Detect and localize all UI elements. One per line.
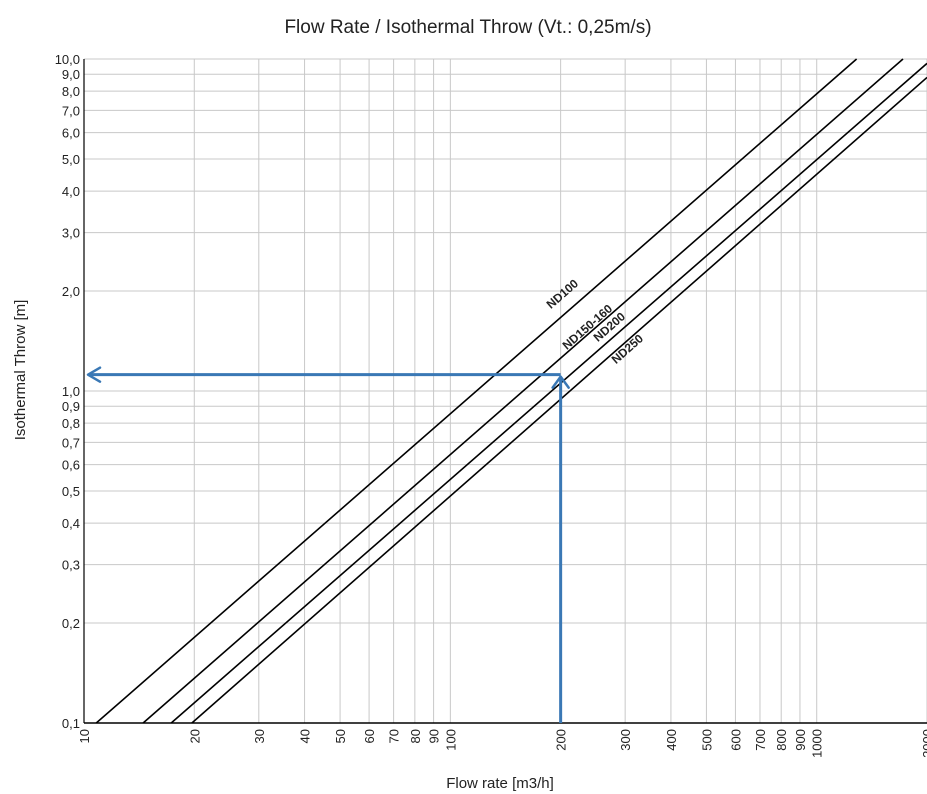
x-tick-label: 90 [427, 729, 442, 743]
x-axis-label: Flow rate [m3/h] [446, 775, 554, 792]
x-tick-label: 20 [187, 729, 202, 743]
y-tick-label: 3,0 [62, 226, 80, 241]
y-tick-label: 0,5 [62, 484, 80, 499]
y-tick-label: 9,0 [62, 67, 80, 82]
series-line-nd100 [95, 58, 858, 724]
x-tick-label: 800 [774, 729, 789, 751]
y-tick-label: 0,7 [62, 435, 80, 450]
y-tick-label: 2,0 [62, 284, 80, 299]
x-tick-label: 300 [618, 729, 633, 751]
y-tick-label: 6,0 [62, 126, 80, 141]
x-tick-label: 500 [699, 729, 714, 751]
y-tick-label: 7,0 [62, 103, 80, 118]
x-tick-labels: 10 20 30 40 50 60 70 80 90 100 200 300 400 500 600 700 8… [77, 729, 927, 758]
x-tick-label: 50 [333, 729, 348, 743]
y-tick-label: 0,9 [62, 399, 80, 414]
x-tick-label: 30 [252, 729, 267, 743]
y-tick-label: 0,4 [62, 516, 80, 531]
y-tick-label: 0,1 [62, 716, 80, 731]
grid [83, 58, 927, 724]
x-tick-label: 40 [298, 729, 313, 743]
x-tick-label: 100 [443, 729, 458, 751]
axes [83, 59, 927, 724]
y-tick-label: 4,0 [62, 184, 80, 199]
x-tick-label: 400 [664, 729, 679, 751]
y-tick-labels: 0,1 0,2 0,3 0,4 0,5 0,6 0,7 0,8 0,91,0 2,0 3,0 4,0 5… [55, 52, 80, 731]
y-tick-label: 0,8 [62, 416, 80, 431]
y-tick-label: 1,0 [62, 384, 80, 399]
x-tick-label: 900 [793, 729, 808, 751]
x-tick-label: 200 [554, 729, 569, 751]
y-tick-label: 0,6 [62, 458, 80, 473]
x-tick-label: 1000 [810, 729, 825, 758]
chart-title: Flow Rate / Isothermal Throw (Vt.: 0,25m… [284, 17, 651, 38]
y-tick-label: 8,0 [62, 84, 80, 99]
y-axis-label: Isothermal Throw [m] [12, 300, 29, 441]
x-tick-label: 10 [77, 729, 92, 743]
y-tick-label: 10,0 [55, 52, 80, 67]
x-tick-label: 60 [362, 729, 377, 743]
series-line-nd200 [170, 62, 927, 724]
x-tick-label: 70 [387, 729, 402, 743]
x-tick-label: 80 [408, 729, 423, 743]
horizontal-arrow-head [86, 366, 102, 383]
x-tick-label: 2000 [920, 729, 927, 758]
series-label-nd100: ND100 [544, 276, 582, 311]
x-tick-label: 700 [753, 729, 768, 751]
y-tick-label: 5,0 [62, 152, 80, 167]
x-tick-label: 600 [728, 729, 743, 751]
y-tick-label: 0,2 [62, 616, 80, 631]
example-reading-arrows [86, 366, 570, 723]
vertical-arrow-head [551, 375, 570, 389]
series-line-nd150-160 [142, 58, 904, 724]
y-tick-label: 0,3 [62, 558, 80, 573]
